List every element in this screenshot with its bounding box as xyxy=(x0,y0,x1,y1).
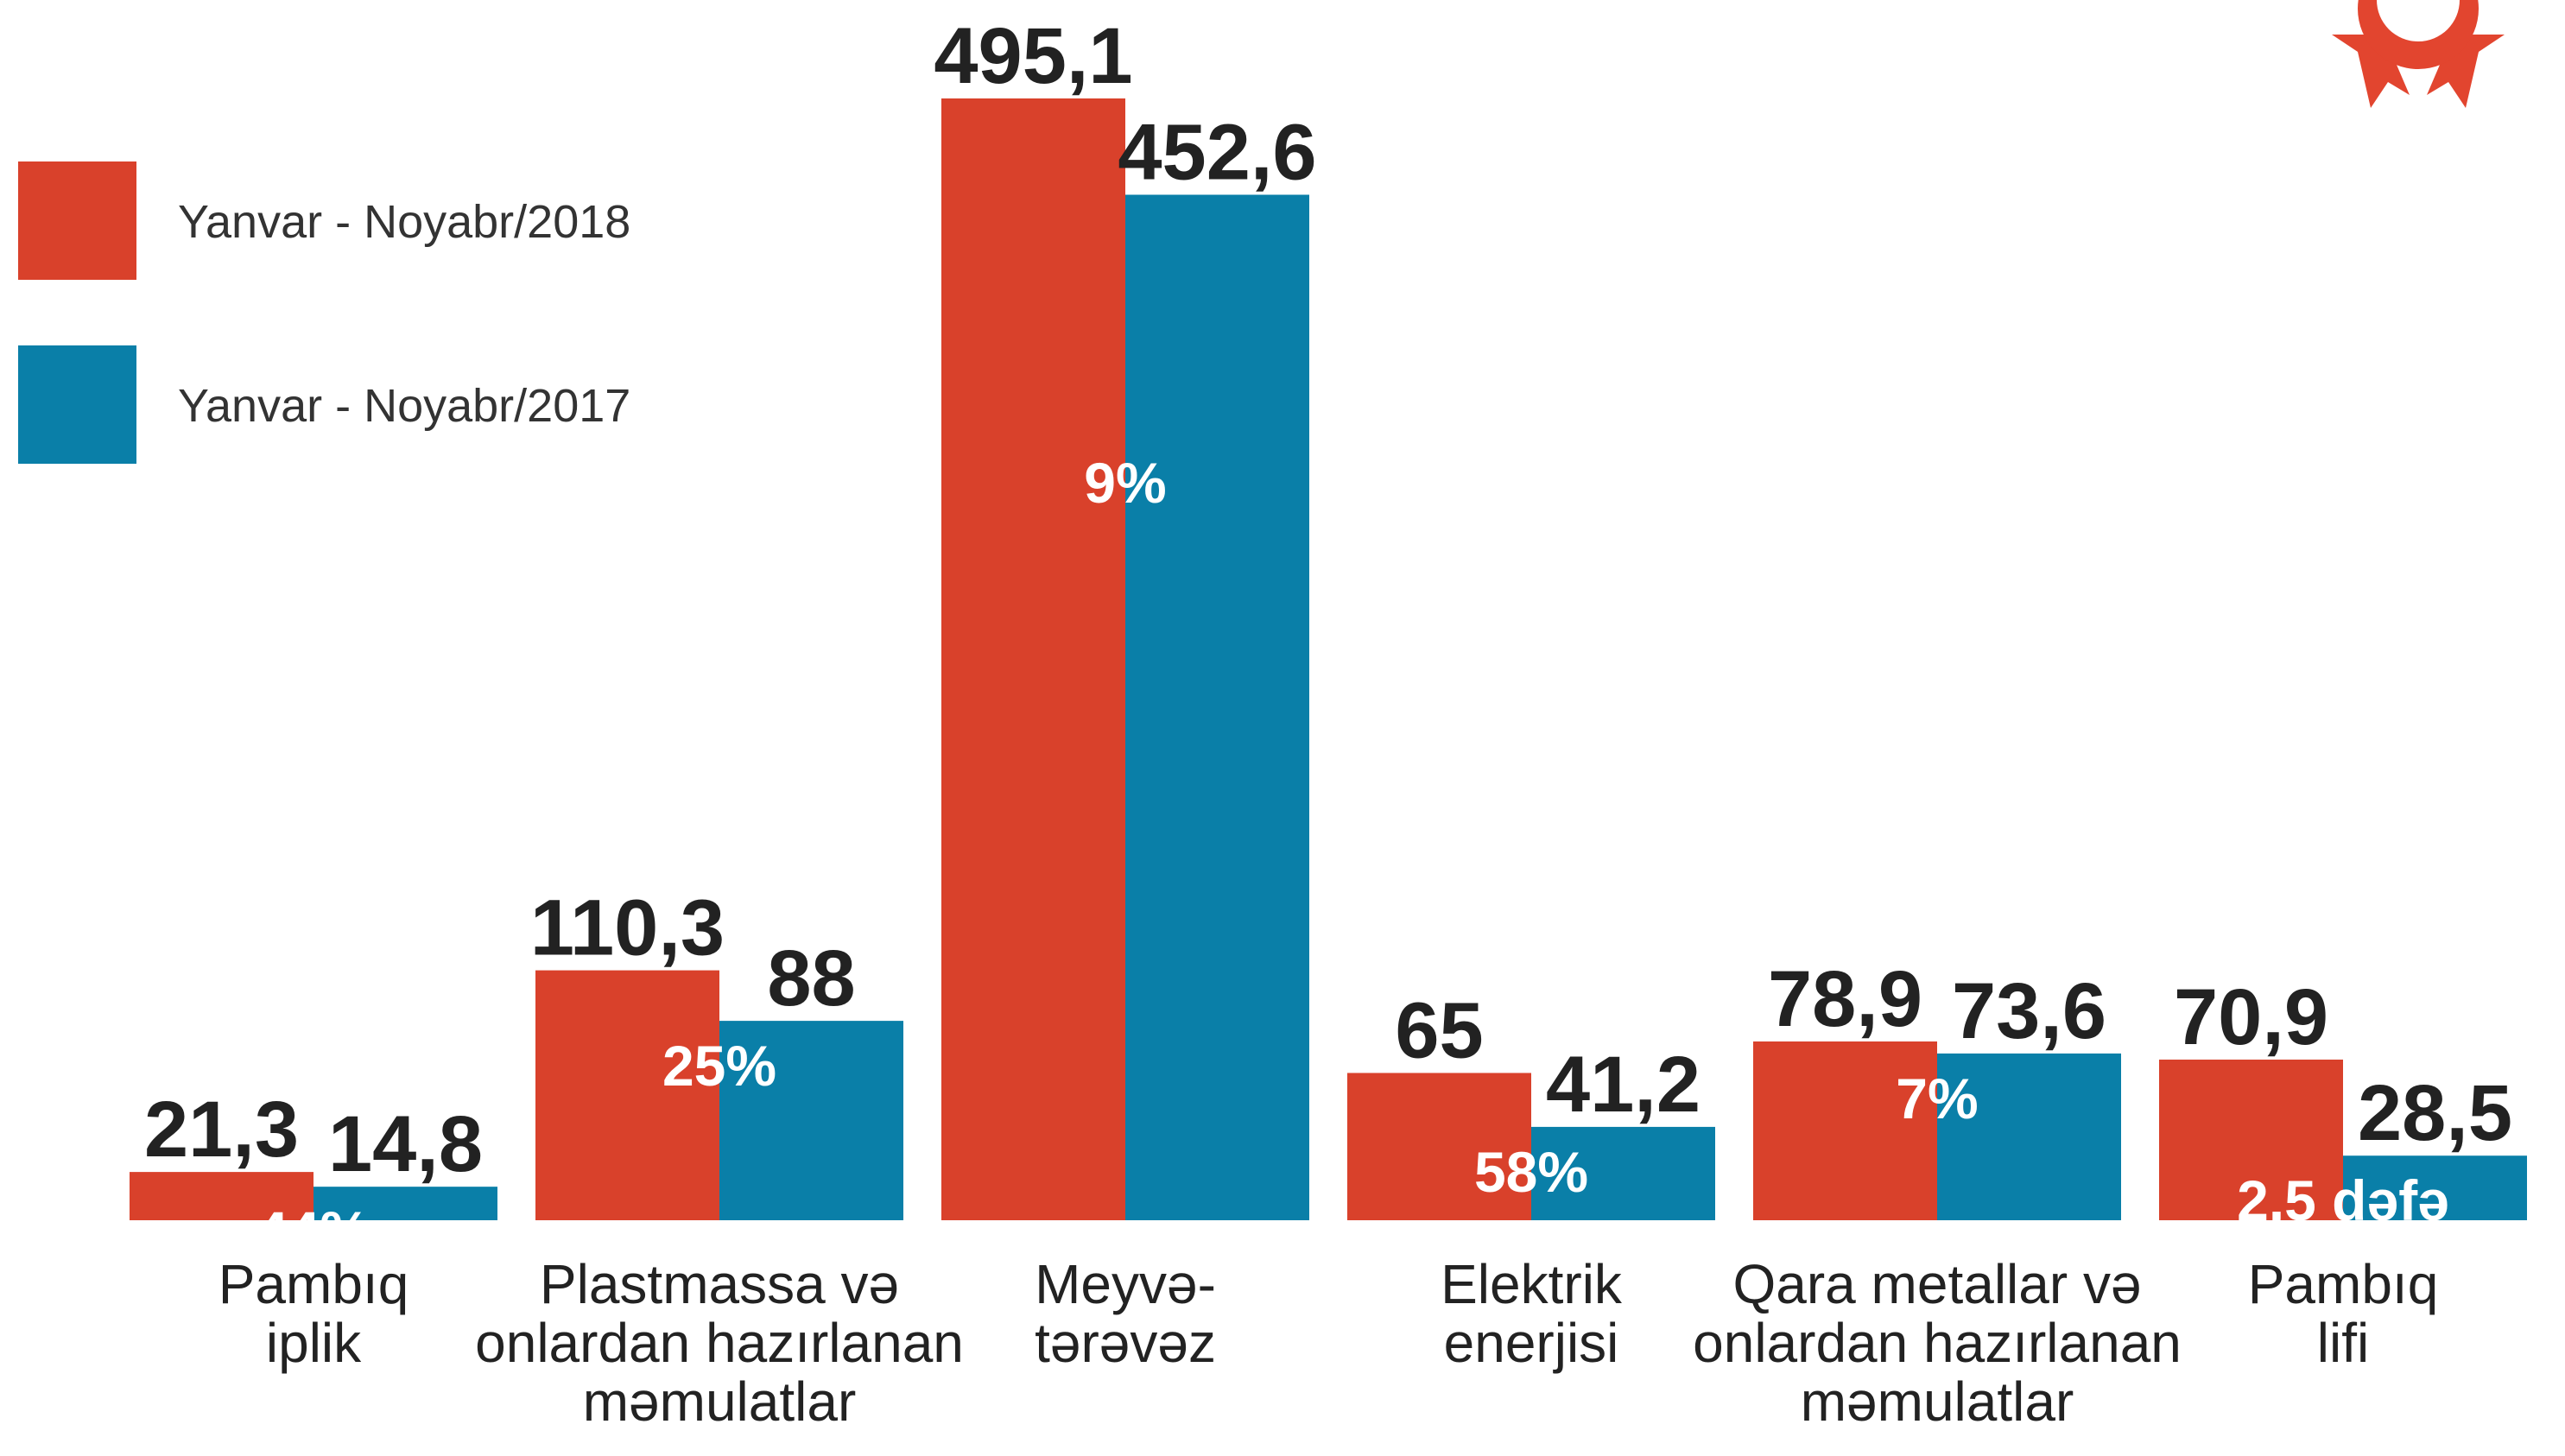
category-label: Elektrik enerjisi xyxy=(1441,1253,1622,1374)
bar xyxy=(1937,1053,2121,1220)
bar xyxy=(2343,1155,2527,1220)
value-label: 78,9 xyxy=(1768,955,1922,1043)
value-label: 88 xyxy=(767,934,855,1022)
bar xyxy=(130,1172,314,1220)
category-label: Qara metallar və onlardan hazırlanan məm… xyxy=(1693,1253,2182,1433)
bar xyxy=(719,1021,903,1220)
value-label: 110,3 xyxy=(530,884,725,972)
value-label: 73,6 xyxy=(1952,967,2106,1055)
value-label: 14,8 xyxy=(328,1100,483,1188)
badge xyxy=(2332,0,2505,108)
category-label: Meyvə- tərəvəz xyxy=(1035,1253,1216,1374)
category-label: Pambıq iplik xyxy=(218,1253,409,1374)
change-label: 9% xyxy=(1084,451,1166,515)
bar xyxy=(941,98,1125,1220)
bar xyxy=(1125,194,1309,1220)
value-label: 495,1 xyxy=(934,12,1132,100)
change-label: 25% xyxy=(662,1034,776,1098)
legend-label: Yanvar - Noyabr/2017 xyxy=(178,380,630,432)
value-label: 452,6 xyxy=(1118,109,1316,197)
legend-swatch xyxy=(18,161,136,280)
change-label: 2,5 dəfə xyxy=(2237,1168,2449,1232)
bar xyxy=(2159,1059,2343,1220)
value-label: 70,9 xyxy=(2174,973,2328,1061)
value-label: 28,5 xyxy=(2358,1069,2512,1157)
category-label: Plastmassa və onlardan hazırlanan məmula… xyxy=(475,1253,964,1433)
change-label: 7% xyxy=(1896,1067,1978,1130)
legend-swatch xyxy=(18,345,136,464)
value-label: 21,3 xyxy=(144,1086,299,1174)
bar xyxy=(1753,1041,1937,1220)
bar xyxy=(1347,1073,1531,1220)
legend-label: Yanvar - Noyabr/2018 xyxy=(178,196,630,248)
bar xyxy=(1531,1126,1715,1220)
change-label: 58% xyxy=(1474,1140,1588,1204)
change-label: 44% xyxy=(256,1200,370,1263)
value-label: 41,2 xyxy=(1546,1041,1700,1129)
category-label: Pambıq lifi xyxy=(2247,1253,2439,1374)
bar xyxy=(314,1187,497,1220)
value-label: 65 xyxy=(1395,986,1483,1074)
bar xyxy=(535,970,719,1220)
